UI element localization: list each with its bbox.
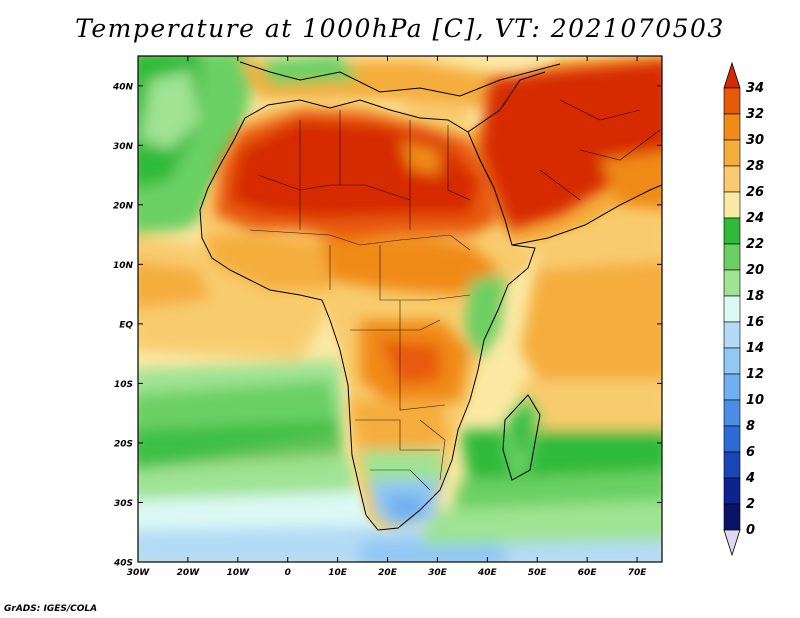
colorbar-swatch [723,503,741,531]
colorbar-swatch [723,113,741,141]
temperature-field [138,56,662,562]
lat-tick-label: 30N [113,142,134,152]
colorbar-label: 18 [746,289,764,304]
lat-tick-label: 20S [114,439,133,449]
lon-tick-label: 30E [428,568,448,578]
lat-tick-label: 30S [114,499,133,509]
colorbar-swatch [723,477,741,505]
colorbar-arrow-bottom [723,529,741,557]
colorbar-swatch [723,165,741,193]
colorbar-swatch [723,373,741,401]
colorbar-label: 2 [746,497,755,512]
colorbar-label: 0 [746,523,755,538]
lat-tick-label: EQ [119,320,133,330]
colorbar-arrow-top [723,61,741,89]
lat-tick-label: 10S [114,380,133,390]
lon-tick-label: 20E [378,568,398,578]
colorbar-label: 4 [745,471,755,486]
colorbar-label: 10 [746,393,764,408]
lat-tick-label: 10N [113,261,134,271]
colorbar-swatch [723,243,741,271]
colorbar-label: 32 [746,107,764,122]
temperature-map: 40N 30N 20N 10N EQ 10S 20S 30S 40S 30W 20W 10W 0 10E… [112,55,764,578]
lon-tick-label: 20W [177,568,201,578]
colorbar-swatch [723,399,741,427]
colorbar-label: 12 [746,367,764,382]
lon-tick-label: 0 [285,568,291,578]
colorbar-label: 20 [746,263,764,278]
colorbar-swatch [723,139,741,167]
colorbar-label: 22 [746,237,764,252]
map-frame [137,55,663,563]
colorbar-label: 26 [746,185,764,200]
country-borders [249,99,661,491]
lon-tick-label: 10E [328,568,348,578]
colorbar-label: 30 [746,133,764,148]
chart-title: Temperature at 1000hPa [C], VT: 20210705… [75,14,725,43]
colorbar-swatch [723,217,741,245]
lon-tick-label: 30W [127,568,151,578]
colorbar-swatch [723,295,741,323]
colorbar-label: 34 [746,81,764,96]
colorbar-label: 6 [746,445,755,460]
lat-tick-label: 40S [113,559,133,569]
colorbar-label: 28 [746,159,764,174]
colorbar-label: 8 [746,419,755,434]
colorbar-label: 14 [746,341,764,356]
lon-tick-label: 40E [477,568,498,578]
lon-tick-label: 70E [628,568,648,578]
colorbar-label: 24 [746,211,764,226]
credit-text: GrADS: IGES/COLA [4,604,98,614]
latitude-ticks: 40N 30N 20N 10N EQ 10S 20S 30S 40S [112,82,662,569]
lon-tick-label: 50E [528,568,548,578]
colorbar-swatch [723,425,741,453]
colorbar-label: 16 [746,315,764,330]
colorbar-swatch [723,269,741,297]
coastline [199,61,662,531]
lat-tick-label: 20N [113,201,134,211]
colorbar-swatch [723,347,741,375]
lon-tick-label: 10W [227,568,251,578]
colorbar-swatch [723,87,741,115]
colorbar-swatch [723,451,741,479]
longitude-ticks: 30W 20W 10W 0 10E 20E 30E 40E 50E 60E 70E [127,56,647,578]
colorbar-swatch [723,191,741,219]
lat-tick-label: 40N [112,82,134,92]
colorbar-swatch [723,321,741,349]
lon-tick-label: 60E [578,568,598,578]
